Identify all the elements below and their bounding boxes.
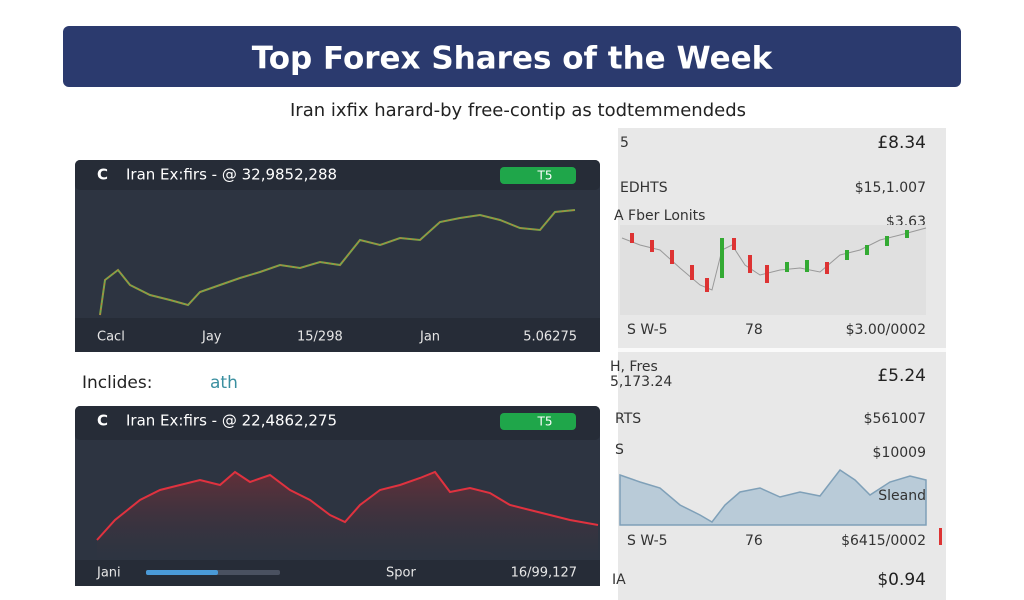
sparkline [96,470,599,541]
row-label: IA [612,572,626,588]
footer-label: 15/298 [297,330,343,345]
footer-label: 76 [745,533,763,549]
progress-bar [146,570,218,575]
footer-label: 5.06275 [523,330,577,345]
footer-label: Cacl [97,330,125,345]
footer-label: S W-5 [627,533,668,549]
row-label: EDHTS [620,180,668,196]
card-title: Iran Ex:firs - @ 22,4862,275 [126,412,337,430]
chart-label: Sleand [878,488,926,504]
badge-text: T5 [537,169,553,183]
row-label: RTS [615,411,641,427]
row-label: H, Fres [610,359,658,375]
footer-label: S W-5 [627,322,668,338]
row-label: 5,173.24 [610,374,672,390]
icon: C [97,166,108,184]
title: Top Forex Shares of the Week [252,41,774,77]
badge-text: T5 [537,415,553,429]
badge [500,413,576,430]
sparkline [99,209,576,316]
icon: C [97,412,108,430]
includes-value: ath [210,373,238,393]
area-fill [97,472,598,560]
card-footer [75,318,600,352]
candle-chart [620,225,927,315]
footer-label: 78 [745,322,763,338]
includes-label: Inclides: [82,373,152,393]
row-value: £8.34 [877,133,926,153]
side-panel [618,128,946,600]
footer-label: Jay [201,330,222,345]
row-label: S [615,442,624,458]
row-label: 5 [620,135,629,151]
card-header [75,160,600,190]
footer-label: $3.00/0002 [846,322,926,338]
card-title: Iran Ex:firs - @ 32,9852,288 [126,166,337,184]
row-value: $10009 [873,445,926,461]
divider [618,348,946,352]
footer-label: Jan [419,330,440,345]
row-value: $0.94 [877,570,926,590]
subtitle: Iran ixfix harard-by free-contip as todt… [290,100,746,121]
area-chart [619,468,927,526]
card [75,160,600,352]
title-banner [63,26,961,87]
footer-label: 16/99,127 [511,566,577,581]
card-header [75,406,600,440]
footer-label: Spor [386,566,416,581]
row-value: $561007 [864,411,926,427]
badge [500,167,576,184]
row-label: A Fber Lonits [614,208,705,224]
row-value: $15,1.007 [855,180,926,196]
footer-label: $6415/0002 [841,533,926,549]
footer-label: Jani [96,566,121,581]
row-value: £5.24 [877,366,926,386]
marker [939,528,942,545]
